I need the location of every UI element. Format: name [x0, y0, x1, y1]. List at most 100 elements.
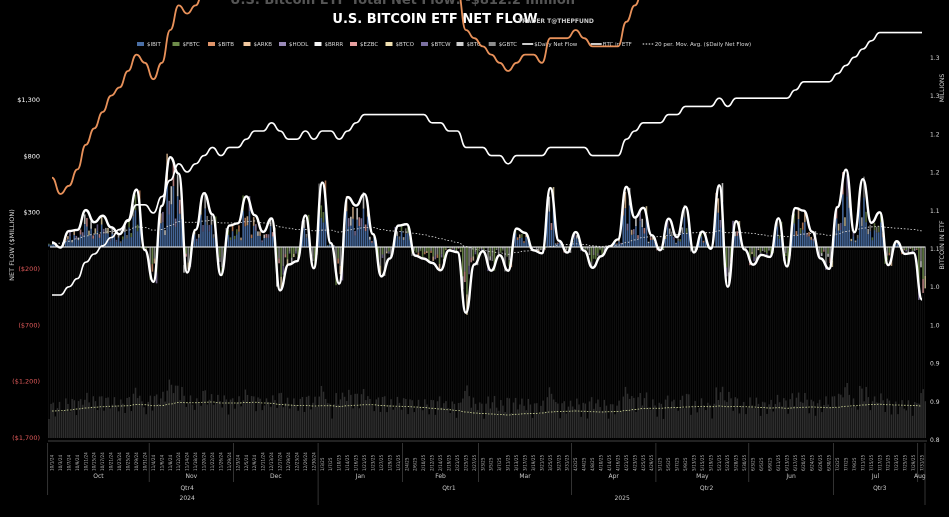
lower-bar-shadow — [763, 250, 765, 403]
flow-bar-segment — [909, 248, 912, 249]
left-axis-ticks: $1,300$800$300($200)($700)($1,200)($1,70… — [12, 96, 40, 442]
lower-bar-shadow — [846, 250, 847, 384]
flow-bar — [535, 246, 538, 249]
flow-bar-segment — [472, 256, 475, 261]
lower-bar — [381, 396, 384, 438]
flow-bar-segment — [495, 248, 498, 250]
lower-bar — [652, 399, 654, 438]
lower-bar — [618, 400, 620, 438]
lower-bar — [685, 393, 688, 438]
x-tick-label: 11/6/24 — [159, 455, 164, 471]
lower-bar-shadow — [597, 250, 598, 400]
flow-bar — [92, 238, 95, 247]
flow-bar-segment — [369, 236, 371, 240]
lower-bar-shadow — [512, 250, 514, 403]
flow-bar-segment — [468, 265, 470, 275]
lower-bar-shadow — [721, 250, 723, 387]
flow-bar — [645, 218, 648, 247]
lower-bar — [675, 407, 677, 438]
lower-bar — [827, 404, 829, 438]
lower-bar — [766, 413, 768, 438]
lower-bar-shadow — [639, 250, 640, 393]
lower-bar — [339, 399, 342, 438]
x-tick-label: 1/3/25 — [320, 457, 325, 471]
lower-bar — [172, 393, 175, 438]
year-label: 2024 — [180, 495, 195, 502]
lower-bar-shadow — [404, 250, 406, 400]
lower-bar-shadow — [417, 250, 419, 400]
x-tick-label: 6/3/25 — [751, 457, 756, 471]
lower-bar-shadow — [88, 250, 89, 403]
flow-bar-segment — [582, 247, 584, 249]
flow-bar — [440, 246, 443, 255]
flow-bar — [597, 246, 599, 254]
lower-bar — [770, 399, 772, 438]
flow-bar — [187, 246, 190, 263]
flow-bar — [151, 246, 154, 265]
chart-title: U.S. BITCOIN ETF NET FLOW — [332, 12, 537, 27]
flow-bar-segment — [411, 253, 413, 256]
flow-bar-segment — [162, 211, 164, 223]
flow-bar-segment — [233, 235, 236, 240]
flow-bar — [842, 194, 844, 247]
flow-bar — [259, 235, 261, 247]
lower-bar-shadow — [884, 250, 885, 412]
flow-bar — [801, 229, 804, 247]
flow-bar — [430, 246, 432, 251]
flow-bar-segment — [641, 218, 644, 228]
lower-bar-shadow — [554, 250, 556, 403]
right-tick-label: 0.9 — [930, 399, 940, 406]
flow-bar — [537, 246, 540, 250]
lower-bar — [324, 398, 327, 438]
lower-bar-shadow — [426, 250, 427, 405]
lower-bar-shadow — [607, 250, 609, 419]
flow-bar-segment — [328, 243, 331, 245]
lower-bar — [592, 408, 595, 438]
flow-bar-segment — [683, 205, 686, 218]
flow-bar — [571, 242, 574, 247]
lower-bar-shadow — [618, 250, 619, 401]
lower-bar-shadow — [151, 250, 153, 411]
flow-bar — [96, 230, 99, 247]
lower-bar-shadow — [307, 250, 309, 396]
right-tick-label: 1.2 — [930, 170, 940, 177]
lower-bar — [922, 389, 924, 438]
x-tick-label: 2/25/25 — [463, 455, 468, 471]
flow-bar-segment — [96, 224, 99, 231]
flow-bar — [643, 233, 646, 247]
lower-bar — [407, 414, 409, 438]
lower-bar — [525, 410, 527, 438]
flow-bar — [117, 237, 120, 247]
lower-bar-shadow — [326, 250, 328, 404]
x-tick-label: 5/21/25 — [717, 455, 722, 471]
lower-bar — [445, 401, 447, 438]
lower-bar-shadow — [924, 250, 925, 402]
lower-bar-shadow — [305, 250, 307, 397]
flow-bar — [396, 236, 399, 247]
flow-bar — [436, 246, 439, 255]
lower-bar — [692, 405, 694, 438]
lower-bar — [366, 396, 369, 438]
flow-bar — [242, 210, 244, 247]
lower-bar — [586, 418, 589, 438]
lower-bar — [461, 398, 464, 438]
lower-bar-shadow — [508, 250, 509, 399]
flow-bar — [679, 241, 682, 247]
lower-bar-shadow — [861, 250, 862, 389]
lower-bar-shadow — [628, 250, 630, 399]
flow-bar — [134, 210, 137, 247]
flow-bar-segment — [664, 235, 667, 240]
quarter-label: Qtr2 — [700, 485, 714, 492]
flow-bar-segment — [126, 235, 128, 239]
flow-bar-segment — [725, 267, 728, 277]
flow-bar-segment — [681, 227, 684, 234]
flow-bar — [109, 241, 111, 247]
x-tick-label: 7/17/25 — [877, 455, 882, 471]
lower-bar — [753, 408, 755, 438]
x-tick-label: 4/2/25 — [573, 457, 578, 471]
flow-bar — [502, 246, 504, 250]
lower-bar-shadow — [842, 250, 843, 398]
month-label: Jun — [785, 473, 796, 480]
lower-bar-shadow — [115, 250, 117, 406]
lower-bar-shadow — [52, 250, 53, 403]
